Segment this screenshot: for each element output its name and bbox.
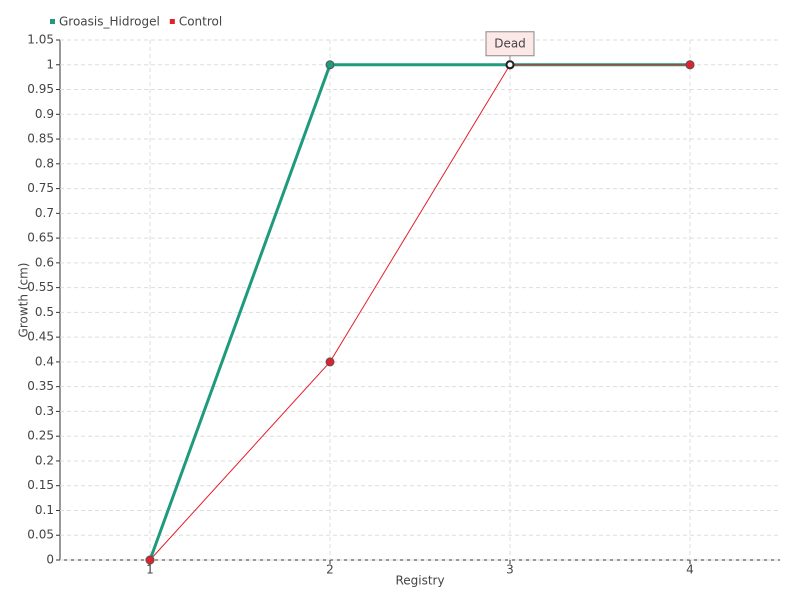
x-axis-label: Registry bbox=[395, 574, 444, 588]
y-tick-label: 0.5 bbox=[35, 305, 54, 319]
x-tick-label: 1 bbox=[146, 563, 154, 577]
y-tick-label: 0.3 bbox=[35, 404, 54, 418]
annotation-box bbox=[485, 31, 535, 57]
y-tick-label: 0.35 bbox=[27, 379, 54, 393]
x-tick-label: 4 bbox=[686, 563, 694, 577]
annotation-marker bbox=[505, 60, 515, 70]
y-tick-label: 0.9 bbox=[35, 107, 54, 121]
y-tick-label: 0.55 bbox=[27, 280, 54, 294]
y-tick-label: 0.7 bbox=[35, 206, 54, 220]
y-tick-label: 0.15 bbox=[27, 478, 54, 492]
legend-label: Groasis_Hidrogel bbox=[59, 15, 160, 29]
y-tick-label: 0.85 bbox=[27, 132, 54, 146]
data-point bbox=[145, 555, 155, 565]
y-tick-label: 0.45 bbox=[27, 330, 54, 344]
y-tick-label: 0.2 bbox=[35, 453, 54, 467]
y-tick-label: 0.75 bbox=[27, 181, 54, 195]
y-tick-label: 0 bbox=[46, 553, 54, 567]
x-tick-label: 3 bbox=[506, 563, 514, 577]
legend-swatch bbox=[50, 19, 55, 24]
series-line bbox=[149, 64, 690, 561]
y-tick-label: 0.25 bbox=[27, 429, 54, 443]
y-tick-label: 0.95 bbox=[27, 82, 54, 96]
data-point bbox=[685, 60, 695, 70]
y-tick-label: 0.05 bbox=[27, 528, 54, 542]
data-point bbox=[325, 60, 335, 70]
legend-label: Control bbox=[179, 15, 222, 29]
y-axis-label: Growth (cm) bbox=[17, 263, 31, 338]
y-tick-label: 1 bbox=[46, 57, 54, 71]
y-tick-label: 1.05 bbox=[27, 33, 54, 47]
y-tick-label: 0.65 bbox=[27, 231, 54, 245]
y-tick-label: 0.6 bbox=[35, 255, 54, 269]
annotation-text: Dead bbox=[494, 36, 526, 50]
y-tick-label: 0.4 bbox=[35, 354, 54, 368]
y-tick-label: 0.8 bbox=[35, 156, 54, 170]
data-point bbox=[325, 357, 335, 367]
x-tick-label: 2 bbox=[326, 563, 334, 577]
y-tick-label: 0.1 bbox=[35, 503, 54, 517]
legend-swatch bbox=[169, 19, 175, 24]
